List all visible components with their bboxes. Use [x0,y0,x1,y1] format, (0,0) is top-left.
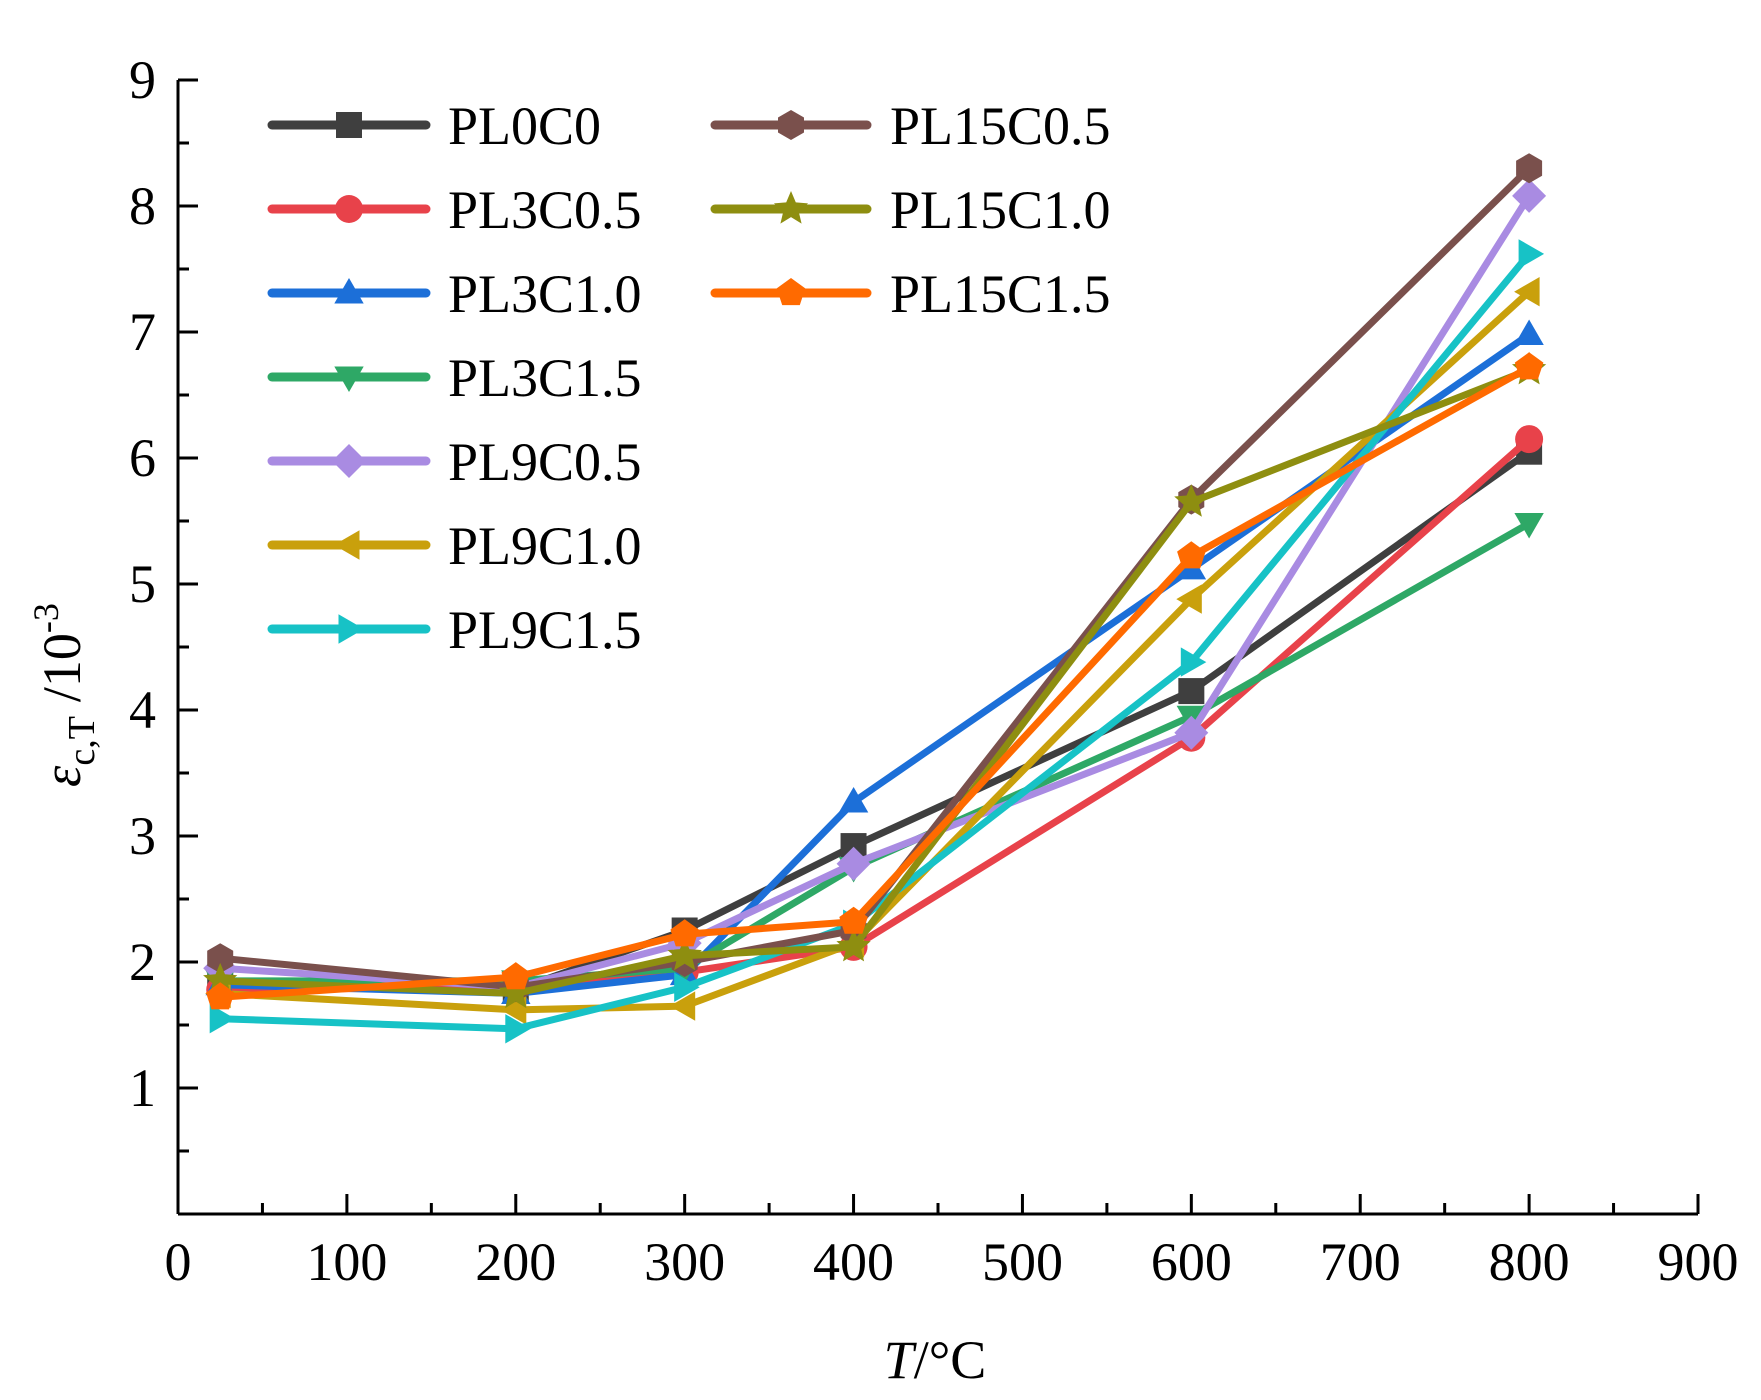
legend-label: PL3C1.5 [448,348,642,408]
legend-label: PL9C0.5 [448,432,642,492]
series-PL15C0.5 [207,153,1543,1003]
data-point [1515,425,1544,454]
data-point [203,962,238,996]
legend-label: PL3C0.5 [448,180,642,240]
x-tick-label: 200 [475,1232,556,1292]
data-point [1516,153,1543,184]
data-point [1514,277,1540,307]
data-point [838,787,869,813]
data-point [836,928,871,962]
legend-item: PL3C0.5 [267,180,642,240]
data-point [209,1004,236,1034]
legend-item: PL15C1.0 [710,180,1111,240]
data-point [1512,178,1547,213]
data-point [670,919,699,947]
data-point [501,962,530,990]
data-point [1514,513,1544,539]
series-line [216,363,1533,1001]
legend-marker [334,530,360,560]
legend-item: PL9C1.5 [267,600,642,660]
legend-marker [335,195,363,223]
legend-label: PL15C0.5 [890,96,1111,156]
y-tick-label: 5 [129,554,156,614]
series-line [216,250,1533,1033]
data-point [206,982,235,1010]
x-axis-title: T/°C [884,1330,987,1390]
series-PL15C1.5 [206,352,1544,1010]
axes: 0 100 200 300 400 500 600 700 800 900 1 2 3 4 5 6 7 8 9 [129,50,1739,1292]
series-line [216,288,1533,1014]
y-tick-label: 1 [129,1058,156,1118]
x-tick-label: 0 [165,1232,192,1292]
data-point [1174,484,1209,517]
data-point [674,972,700,1002]
x-tick-label: 700 [1320,1232,1401,1292]
legend-item: PL9C0.5 [267,432,642,492]
legend-label: PL9C1.0 [448,516,642,576]
plot-series [203,153,1547,1044]
y-axis-title: εc,T/10-3 [26,603,103,787]
legend-marker [332,444,366,478]
legend-item: PL3C1.5 [267,348,642,408]
data-point [1180,647,1207,677]
x-tick-label: 300 [644,1232,725,1292]
x-tick-label: 400 [813,1232,894,1292]
legend-label: PL15C1.5 [890,264,1111,324]
series-line [216,366,1533,997]
legend-label: PL0C0 [448,96,601,156]
legend-item: PL0C0 [267,96,601,156]
data-point [207,943,234,974]
legend-marker [773,191,809,224]
data-point [836,846,871,881]
legend-label: PL9C1.5 [448,600,642,660]
legend-marker [334,278,364,304]
legend: PL0C0 PL3C0.5 PL3C1.0 PL3C1.5 PL9C0.5 PL9C1.0… [267,96,1111,660]
y-tick-label: 6 [129,428,156,488]
legend-label: PL3C1.0 [448,264,642,324]
data-point [839,906,868,934]
legend-marker [334,366,364,392]
x-tick-label: 500 [982,1232,1063,1292]
legend-item: PL15C0.5 [710,96,1111,156]
series-PL9C0.5 [203,178,1547,1005]
y-tick-label: 8 [129,176,156,236]
x-tick-label: 600 [1151,1232,1232,1292]
legend-label: PL15C1.0 [890,180,1111,240]
legend-marker [336,112,362,138]
y-tick-label: 3 [129,806,156,866]
y-tick-label: 7 [129,302,156,362]
y-tick-label: 4 [129,680,156,740]
x-tick-label: 100 [306,1232,387,1292]
data-point [1514,352,1544,380]
y-tick-label: 9 [129,50,156,110]
data-point [1178,678,1205,705]
data-point [498,975,533,1009]
legend-marker [778,110,804,140]
data-point [1174,715,1209,750]
data-point [1177,541,1206,569]
data-point [505,1014,531,1044]
x-tick-label: 900 [1658,1232,1739,1292]
x-tick-label: 800 [1489,1232,1570,1292]
data-point [1176,584,1202,614]
legend-marker [776,278,806,306]
legend-marker [338,614,364,644]
legend-item: PL3C1.0 [267,264,642,324]
data-point [1518,239,1545,269]
legend-item: PL9C1.0 [267,516,642,576]
y-tick-label: 2 [129,932,156,992]
data-point [1514,319,1544,345]
legend-item: PL15C1.5 [710,264,1111,324]
data-point [667,937,702,971]
data-point [669,991,696,1021]
